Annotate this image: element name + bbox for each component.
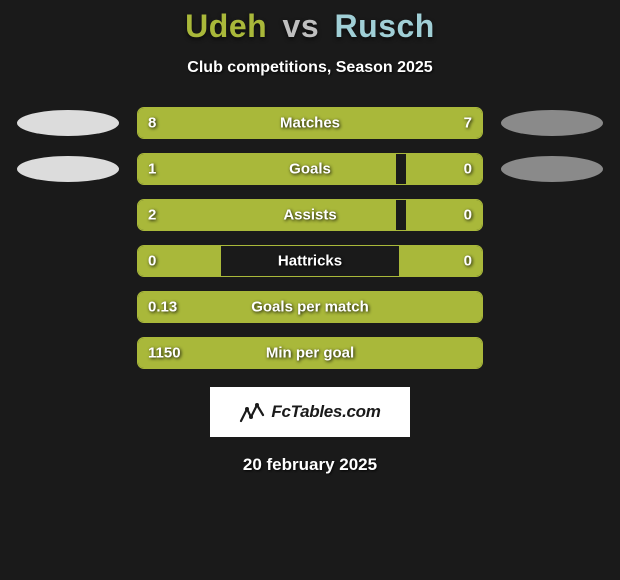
stat-row: 0.13 Goals per match [0,291,620,323]
badge-pad [501,340,603,366]
stat-bar-track: 8 Matches 7 [137,107,483,139]
page-title: Udeh vs Rusch [185,8,435,45]
stat-value-left: 0.13 [148,299,177,316]
stat-value-right: 0 [464,161,472,178]
stat-row: 1150 Min per goal [0,337,620,369]
stat-value-left: 1 [148,161,156,178]
stat-name: Goals [289,161,331,178]
stat-rows: 8 Matches 7 1 Goals 0 2 Assists 0 0 Hattricks 0 0.13… [0,107,620,369]
stat-bar-left [138,154,396,184]
title-player1: Udeh [185,8,267,44]
stat-value-right: 0 [464,207,472,224]
stat-row: 0 Hattricks 0 [0,245,620,277]
stat-bar-track: 0.13 Goals per match [137,291,483,323]
stat-bar-right [321,108,482,138]
fctables-logo-icon [239,399,265,425]
stat-bar-track: 1 Goals 0 [137,153,483,185]
stat-value-left: 8 [148,115,156,132]
badge-pad [17,340,119,366]
logo-text: FcTables.com [271,402,380,422]
badge-pad [17,248,119,274]
stat-bar-left [138,200,396,230]
comparison-card: Udeh vs Rusch Club competitions, Season … [0,0,620,475]
player1-badge [17,110,119,136]
badge-pad [17,202,119,228]
badge-pad [501,202,603,228]
logo-box: FcTables.com [210,387,410,437]
stat-name: Hattricks [278,253,342,270]
stat-row: 1 Goals 0 [0,153,620,185]
stat-value-left: 1150 [148,345,181,362]
stat-bar-track: 2 Assists 0 [137,199,483,231]
title-vs: vs [283,8,320,44]
badge-pad [501,248,603,274]
player1-badge [17,156,119,182]
subtitle: Club competitions, Season 2025 [187,59,432,77]
stat-value-left: 2 [148,207,156,224]
stat-value-left: 0 [148,253,156,270]
player2-badge [501,110,603,136]
badge-pad [501,294,603,320]
stat-bar-track: 0 Hattricks 0 [137,245,483,277]
stat-name: Matches [280,115,340,132]
stat-row: 2 Assists 0 [0,199,620,231]
player2-badge [501,156,603,182]
badge-pad [17,294,119,320]
stat-value-right: 0 [464,253,472,270]
date-label: 20 february 2025 [243,455,377,475]
stat-name: Goals per match [251,299,369,316]
title-player2: Rusch [335,8,435,44]
stat-name: Assists [283,207,336,224]
stat-value-right: 7 [464,115,472,132]
stat-row: 8 Matches 7 [0,107,620,139]
stat-bar-track: 1150 Min per goal [137,337,483,369]
stat-name: Min per goal [266,345,354,362]
